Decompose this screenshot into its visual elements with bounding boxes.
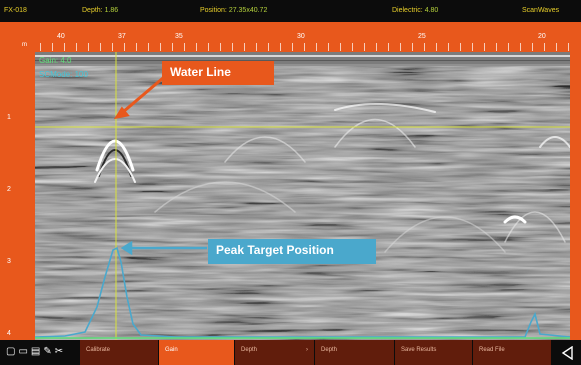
toolbar-icon-group: ▢ ▭ ▤ ✎ ✂ [6, 346, 63, 358]
depth-scale: 1 2 3 4 [0, 52, 35, 340]
water-line-callout: Water Line [162, 61, 274, 85]
ruler-tick [208, 43, 209, 51]
depth-mark: 3 [7, 258, 11, 265]
ruler-tick [484, 43, 485, 51]
gain-overlay: Gain: 4.0 [39, 56, 72, 65]
ruler-tick [244, 43, 245, 51]
ruler-tick [412, 43, 413, 51]
ruler-tick [556, 43, 557, 51]
ruler-tick [328, 43, 329, 51]
ruler-mark: 40 [57, 33, 65, 40]
tools-icon[interactable]: ✂ [54, 346, 64, 357]
ruler-tick [568, 43, 569, 51]
ruler-tick [532, 43, 533, 51]
radargram-view[interactable]: Gain: 4.0 SCMode: 100 [35, 52, 570, 340]
file-name: FX-018 [4, 7, 27, 14]
ruler-tick [400, 43, 401, 51]
gain-button[interactable]: Gain [159, 340, 235, 365]
ruler-tick [76, 43, 77, 51]
ruler-tick [136, 43, 137, 51]
ruler-tick [40, 43, 41, 51]
ruler-tick [124, 43, 125, 51]
ruler-tick [148, 43, 149, 51]
ruler-tick [220, 43, 221, 51]
ruler-tick [424, 43, 425, 51]
filter-overlay: SCMode: 100 [39, 70, 88, 79]
ruler-tick [340, 43, 341, 51]
ruler-mark: 37 [118, 33, 126, 40]
depth-mark: 4 [7, 330, 11, 337]
peak-target-callout: Peak Target Position [208, 239, 376, 264]
ruler-tick [88, 43, 89, 51]
ruler-tick [520, 43, 521, 51]
mode-label: ScanWaves [522, 7, 560, 14]
depth-button[interactable]: Depth [315, 340, 395, 365]
ruler-tick [448, 43, 449, 51]
ruler-tick [376, 43, 377, 51]
dielectric-readout: Dielectric: 4.80 [392, 7, 439, 14]
depth-mark: 2 [7, 186, 11, 193]
ruler-tick [436, 43, 437, 51]
ruler-tick [268, 43, 269, 51]
ruler-tick [232, 43, 233, 51]
ruler-tick [544, 43, 545, 51]
ruler-tick [292, 43, 293, 51]
chevron-right-icon: › [306, 347, 308, 353]
bottom-toolbar: ▢ ▭ ▤ ✎ ✂ Calibrate Gain Depth › Depth S… [0, 340, 581, 365]
depth-readout: Depth: 1.86 [82, 7, 119, 14]
radargram-image [35, 52, 570, 340]
ruler-tick [472, 43, 473, 51]
display-icon[interactable]: ▢ [6, 346, 16, 357]
depth-mark: 1 [7, 114, 11, 121]
read-file-button[interactable]: Read File [473, 340, 552, 365]
save-results-button[interactable]: Save Results [395, 340, 473, 365]
ruler-mark: 20 [538, 33, 546, 40]
ruler-tick [316, 43, 317, 51]
print-icon[interactable]: ▤ [30, 346, 41, 357]
ruler-tick [508, 43, 509, 51]
distance-ruler[interactable]: m 40 37 35 30 25 20 [0, 22, 581, 52]
ruler-tick [100, 43, 101, 51]
status-bar: FX-018 Depth: 1.86 Position: 27.35x40.72… [0, 0, 581, 22]
ruler-tick [352, 43, 353, 51]
back-arrow-icon[interactable] [552, 340, 581, 365]
ruler-tick [304, 43, 305, 51]
ruler-tick [256, 43, 257, 51]
ruler-tick [460, 43, 461, 51]
right-scale-rail [570, 52, 581, 340]
position-readout: Position: 27.35x40.72 [200, 7, 268, 14]
back-arrow-icon [561, 345, 573, 360]
screen-icon[interactable]: ▭ [18, 346, 28, 357]
depth-dropdown[interactable]: Depth › [235, 340, 315, 365]
calibrate-button[interactable]: Calibrate [80, 340, 159, 365]
ruler-tick [280, 43, 281, 51]
ruler-tick [388, 43, 389, 51]
edit-icon[interactable]: ✎ [43, 346, 52, 357]
ruler-mark: 25 [418, 33, 426, 40]
ruler-tick [496, 43, 497, 51]
ruler-tick [52, 43, 53, 51]
ruler-tick [160, 43, 161, 51]
ruler-mark: 35 [175, 33, 183, 40]
ruler-unit: m [22, 42, 27, 48]
ruler-tick [172, 43, 173, 51]
ruler-tick [196, 43, 197, 51]
ruler-mark: 30 [297, 33, 305, 40]
ruler-tick [112, 43, 113, 51]
ruler-tick [364, 43, 365, 51]
ruler-tick [64, 43, 65, 51]
ruler-tick [184, 43, 185, 51]
